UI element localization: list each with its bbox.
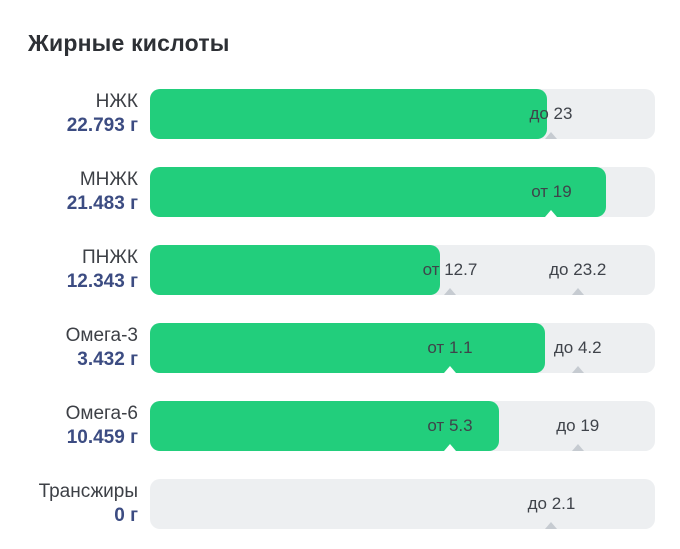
bar-track: от 12.7 до 23.2 — [150, 245, 655, 295]
nutrient-name: НЖК — [95, 91, 138, 112]
nutrient-header: Трансжиры 0 г — [28, 480, 150, 528]
fatty-acids-list: НЖК 22.793 г до 23 МНЖК 21.483 г от 19 П… — [28, 89, 655, 529]
nutrient-header: НЖК 22.793 г — [28, 90, 150, 138]
limit-caret-icon — [443, 366, 456, 373]
page-title: Жирные кислоты — [28, 30, 230, 56]
limit-label: до 4.2 — [553, 338, 602, 357]
nutrient-row: НЖК 22.793 г до 23 — [28, 89, 655, 139]
limit-caret-icon — [571, 288, 584, 295]
nutrient-row: Трансжиры 0 г до 2.1 — [28, 479, 655, 529]
nutrient-name: Омега-3 — [65, 325, 138, 346]
nutrient-header: ПНЖК 12.343 г — [28, 246, 150, 294]
nutrient-header: Омега-3 3.432 г — [28, 324, 150, 372]
limit-label: до 23 — [529, 104, 573, 123]
nutrient-value: 22.793 г — [66, 115, 138, 136]
limit-label: от 19 — [531, 182, 572, 201]
nutrient-row: ПНЖК 12.343 г от 12.7 до 23.2 — [28, 245, 655, 295]
limit-label: от 5.3 — [427, 416, 473, 435]
bar-track: до 23 — [150, 89, 655, 139]
bar-fill — [150, 323, 546, 373]
bar-fill — [150, 245, 440, 295]
bar-track: от 5.3 до 19 — [150, 401, 655, 451]
bar-fill — [150, 89, 548, 139]
limit-caret-icon — [443, 444, 456, 451]
nutrient-value: 12.343 г — [66, 271, 138, 292]
limit-label: от 1.1 — [427, 338, 473, 357]
nutrient-header: Омега-6 10.459 г — [28, 402, 150, 450]
bar-fill — [150, 401, 500, 451]
limit-label: до 23.2 — [549, 260, 607, 279]
nutrient-value: 10.459 г — [66, 427, 138, 448]
limit-caret-icon — [545, 210, 558, 217]
bar-fill — [150, 167, 606, 217]
bar-track: от 1.1 до 4.2 — [150, 323, 655, 373]
limit-label: до 2.1 — [527, 494, 576, 513]
nutrient-name: МНЖК — [79, 169, 138, 190]
nutrient-value: 0 г — [114, 505, 138, 526]
limit-caret-icon — [571, 444, 584, 451]
limit-label: до 19 — [556, 416, 600, 435]
nutrient-name: Омега-6 — [65, 403, 138, 424]
limit-caret-icon — [544, 132, 557, 139]
nutrient-header: МНЖК 21.483 г — [28, 168, 150, 216]
nutrient-name: ПНЖК — [82, 247, 138, 268]
nutrient-row: Омега-6 10.459 г от 5.3 до 19 — [28, 401, 655, 451]
limit-caret-icon — [571, 366, 584, 373]
limit-caret-icon — [443, 288, 456, 295]
nutrient-row: Омега-3 3.432 г от 1.1 до 4.2 — [28, 323, 655, 373]
nutrient-name: Трансжиры — [38, 481, 138, 502]
bar-track: до 2.1 — [150, 479, 655, 529]
limit-caret-icon — [545, 522, 558, 529]
limit-label: от 12.7 — [422, 260, 478, 279]
bar-track: от 19 — [150, 167, 655, 217]
nutrient-row: МНЖК 21.483 г от 19 — [28, 167, 655, 217]
nutrient-value: 21.483 г — [66, 193, 138, 214]
nutrient-value: 3.432 г — [77, 349, 138, 370]
